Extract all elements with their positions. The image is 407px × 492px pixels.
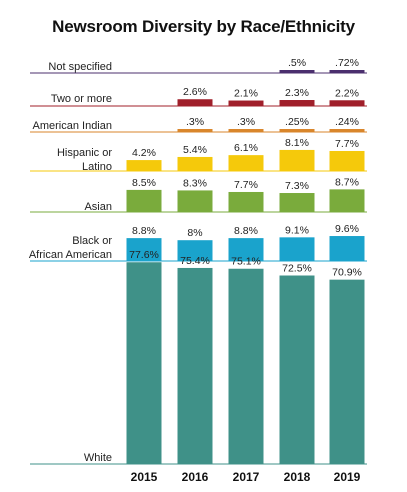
bar-white-2017 xyxy=(228,268,264,464)
x-tick-label-2016: 2016 xyxy=(182,470,209,484)
bar-american-indian-2016 xyxy=(177,129,213,132)
row-label-asian: Asian xyxy=(84,201,112,213)
bar-american-indian-2019 xyxy=(329,129,365,132)
data-label-not-specified-2019: .72% xyxy=(335,57,359,69)
row-label-hispanic-or-latino: Hispanic or xyxy=(57,147,112,159)
bar-not-specified-2018 xyxy=(279,70,315,73)
bar-asian-2019 xyxy=(329,189,365,212)
bar-black-or-african-american-2015 xyxy=(126,238,162,261)
chart-title: Newsroom Diversity by Race/Ethnicity xyxy=(52,17,355,36)
bar-white-2019 xyxy=(329,279,365,464)
bar-white-2018 xyxy=(279,275,315,464)
bar-two-or-more-2017 xyxy=(228,100,264,106)
bar-two-or-more-2016 xyxy=(177,99,213,106)
row-label-two-or-more: Two or more xyxy=(51,93,112,105)
row-label-not-specified: Not specified xyxy=(48,61,112,73)
row-label-white: White xyxy=(84,452,112,464)
bar-black-or-african-american-2017 xyxy=(228,238,264,261)
bar-hispanic-or-latino-2016 xyxy=(177,156,213,171)
data-label-asian-2016: 8.3% xyxy=(183,177,207,189)
data-label-two-or-more-2018: 2.3% xyxy=(285,87,309,99)
data-label-not-specified-2018: .5% xyxy=(288,57,306,69)
data-label-american-indian-2018: .25% xyxy=(285,116,309,128)
x-tick-label-2015: 2015 xyxy=(131,470,158,484)
bar-american-indian-2018 xyxy=(279,129,315,132)
data-label-white-2016: 75.4% xyxy=(180,255,210,267)
data-label-white-2017: 75.1% xyxy=(231,256,261,268)
bar-white-2015 xyxy=(126,262,162,464)
bar-american-indian-2017 xyxy=(228,129,264,132)
data-label-black-or-african-american-2015: 8.8% xyxy=(132,225,156,237)
bar-hispanic-or-latino-2019 xyxy=(329,150,365,171)
x-tick-label-2019: 2019 xyxy=(334,470,361,484)
data-label-asian-2018: 7.3% xyxy=(285,180,309,192)
row-label-hispanic-or-latino: Latino xyxy=(82,161,112,173)
x-tick-label-2017: 2017 xyxy=(233,470,260,484)
data-label-two-or-more-2017: 2.1% xyxy=(234,88,258,100)
data-label-black-or-african-american-2016: 8% xyxy=(187,227,202,239)
data-label-black-or-african-american-2017: 8.8% xyxy=(234,225,258,237)
data-label-hispanic-or-latino-2018: 8.1% xyxy=(285,137,309,149)
data-label-american-indian-2019: .24% xyxy=(335,116,359,128)
bar-asian-2017 xyxy=(228,191,264,212)
bar-not-specified-2019 xyxy=(329,70,365,73)
data-label-white-2019: 70.9% xyxy=(332,267,362,279)
bar-hispanic-or-latino-2015 xyxy=(126,160,162,171)
bar-two-or-more-2018 xyxy=(279,100,315,106)
data-label-black-or-african-american-2019: 9.6% xyxy=(335,223,359,235)
row-label-american-indian: American Indian xyxy=(33,120,113,132)
data-label-american-indian-2017: .3% xyxy=(237,116,255,128)
bar-asian-2015 xyxy=(126,189,162,212)
bar-white-2016 xyxy=(177,267,213,464)
data-label-two-or-more-2019: 2.2% xyxy=(335,87,359,99)
data-label-white-2018: 72.5% xyxy=(282,263,312,275)
data-label-hispanic-or-latino-2017: 6.1% xyxy=(234,142,258,154)
bar-black-or-african-american-2016 xyxy=(177,240,213,261)
bar-black-or-african-american-2019 xyxy=(329,236,365,261)
bar-black-or-african-american-2018 xyxy=(279,237,315,261)
data-label-hispanic-or-latino-2019: 7.7% xyxy=(335,138,359,150)
data-label-asian-2015: 8.5% xyxy=(132,177,156,189)
bar-asian-2018 xyxy=(279,193,315,212)
data-label-white-2015: 77.6% xyxy=(129,249,159,261)
data-label-hispanic-or-latino-2015: 4.2% xyxy=(132,147,156,159)
data-label-american-indian-2016: .3% xyxy=(186,116,204,128)
bar-two-or-more-2019 xyxy=(329,100,365,106)
data-label-asian-2019: 8.7% xyxy=(335,176,359,188)
x-tick-label-2018: 2018 xyxy=(284,470,311,484)
bar-hispanic-or-latino-2017 xyxy=(228,155,264,171)
row-label-black-or-african-american: Black or xyxy=(72,235,112,247)
data-label-hispanic-or-latino-2016: 5.4% xyxy=(183,144,207,156)
data-label-two-or-more-2016: 2.6% xyxy=(183,86,207,98)
bar-asian-2016 xyxy=(177,190,213,212)
bar-hispanic-or-latino-2018 xyxy=(279,149,315,171)
data-label-asian-2017: 7.7% xyxy=(234,179,258,191)
row-label-black-or-african-american: African American xyxy=(29,249,112,261)
data-label-black-or-african-american-2018: 9.1% xyxy=(285,224,309,236)
